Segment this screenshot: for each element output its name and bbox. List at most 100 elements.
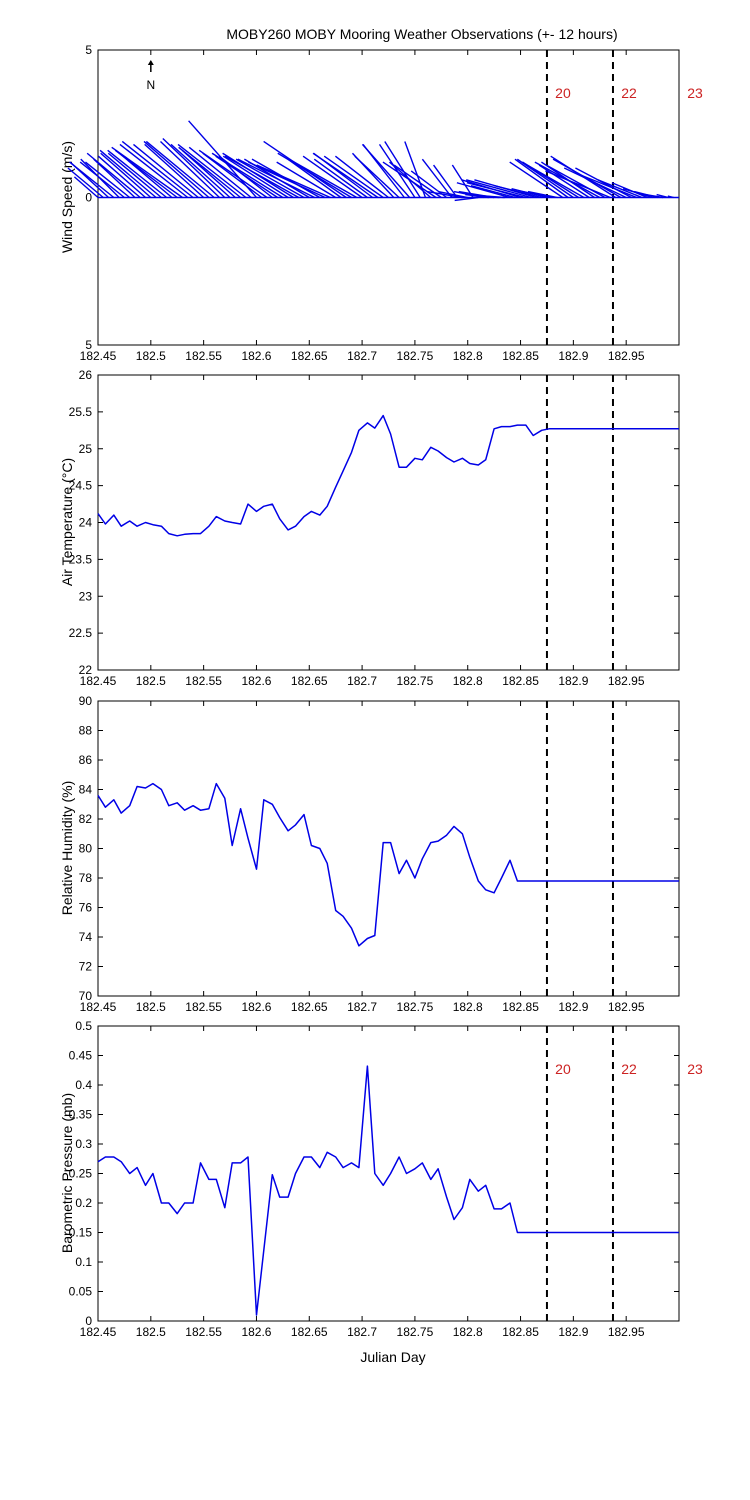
- north-arrow-head-icon: [147, 60, 154, 65]
- data-series-line: [97, 1065, 679, 1316]
- y-tick-label: 24.5: [69, 479, 93, 493]
- wind-vector: [202, 152, 263, 199]
- wind-vector: [302, 155, 363, 199]
- x-tick-label: 182.6: [241, 674, 271, 688]
- x-tick-label: 182.65: [291, 349, 328, 363]
- wind-vector: [456, 182, 511, 199]
- wind-vector: [177, 143, 247, 199]
- wind-vector: [451, 164, 474, 198]
- x-tick-label: 182.9: [558, 1000, 588, 1014]
- x-tick-label: 182.95: [608, 674, 645, 688]
- event-marker-label: 22: [621, 85, 637, 101]
- y-tick-label: 76: [79, 901, 93, 915]
- x-tick-label: 182.55: [185, 674, 222, 688]
- y-tick-label: 86: [79, 753, 93, 767]
- wind-vector: [170, 143, 231, 199]
- wind-vector: [198, 149, 268, 199]
- x-tick-label: 182.75: [397, 349, 434, 363]
- x-tick-label: 182.45: [80, 674, 117, 688]
- wind-vector: [100, 152, 152, 199]
- wind-vector: [334, 155, 389, 199]
- data-series-line: [97, 782, 679, 947]
- y-tick-label: 80: [79, 842, 93, 856]
- wind-vector: [454, 196, 479, 202]
- x-tick-label: 182.55: [185, 1000, 222, 1014]
- x-tick-label: 182.5: [136, 1325, 166, 1339]
- wind-vector: [188, 146, 252, 199]
- wind-vector: [114, 149, 178, 199]
- wind-vector: [509, 161, 564, 199]
- x-tick-label: 182.5: [136, 674, 166, 688]
- x-tick-label: 182.6: [241, 1000, 271, 1014]
- y-tick-label: 0.2: [75, 1196, 92, 1210]
- wind-vector: [86, 152, 141, 199]
- x-tick-label: 182.45: [80, 349, 117, 363]
- wind-vector: [438, 190, 468, 199]
- wind-vector: [597, 179, 643, 199]
- x-tick-label: 182.85: [502, 674, 539, 688]
- x-tick-label: 182.8: [453, 674, 483, 688]
- wind-vector: [527, 190, 558, 199]
- north-label: N: [146, 78, 155, 92]
- wind-vector: [73, 176, 99, 199]
- wind-vector: [121, 140, 194, 199]
- y-tick-label: 26: [79, 368, 93, 382]
- x-tick-label: 182.65: [291, 674, 328, 688]
- wind-vector: [656, 193, 669, 199]
- y-tick-label: 82: [79, 812, 93, 826]
- event-marker-label: 20: [555, 1061, 571, 1077]
- chart-panel-3: 182.45 182.5 182.55 182.6 182.65 182.7 182.75 1…: [59, 694, 680, 1014]
- y-tick-label: 0.5: [75, 1019, 92, 1033]
- wind-vector: [111, 146, 183, 199]
- x-tick-label: 182.45: [80, 1325, 117, 1339]
- y-axis-label: Air Temperature (°C): [59, 458, 75, 586]
- wind-vector: [354, 155, 400, 199]
- y-tick-label: 0: [85, 191, 92, 205]
- x-tick-label: 182.85: [502, 1000, 539, 1014]
- x-tick-label: 182.75: [397, 1000, 434, 1014]
- wind-vector: [522, 190, 553, 199]
- wind-vector: [521, 161, 585, 199]
- wind-vector: [237, 158, 315, 199]
- wind-vector: [545, 164, 606, 199]
- y-tick-label: 0.05: [69, 1285, 93, 1299]
- y-tick-label: 74: [79, 930, 93, 944]
- wind-vector: [563, 167, 627, 199]
- y-tick-label: 23.5: [69, 552, 93, 566]
- y-tick-label: 24: [79, 516, 93, 530]
- figure-title: MOBY260 MOBY Mooring Weather Observation…: [226, 26, 617, 42]
- x-tick-label: 182.75: [397, 1325, 434, 1339]
- y-tick-label: 0.35: [69, 1108, 93, 1122]
- wind-vector: [69, 161, 115, 199]
- x-tick-label: 182.8: [453, 1000, 483, 1014]
- event-marker-label: 23: [687, 1061, 703, 1077]
- x-tick-label: 182.75: [397, 674, 434, 688]
- x-tick-label: 182.95: [608, 1000, 645, 1014]
- x-tick-label: 182.6: [241, 1325, 271, 1339]
- chart-panels: 182.45 182.5 182.55 182.6 182.65 182.7 182.75 1…: [59, 43, 703, 1339]
- y-tick-label: 22: [79, 663, 93, 677]
- wind-vector: [361, 143, 411, 198]
- wind-vector: [466, 182, 526, 199]
- x-tick-label: 182.9: [558, 349, 588, 363]
- y-axis-label: Barometric Pressure (mb): [59, 1093, 75, 1253]
- wind-vector: [667, 195, 674, 199]
- wind-vector: [119, 143, 189, 199]
- wind-vector: [384, 141, 421, 198]
- wind-vector: [107, 152, 162, 199]
- x-tick-label: 182.5: [136, 1000, 166, 1014]
- x-tick-label: 182.65: [291, 1000, 328, 1014]
- x-tick-label: 182.95: [608, 349, 645, 363]
- wind-vector: [143, 140, 210, 199]
- y-tick-label: 0.15: [69, 1226, 93, 1240]
- y-tick-label: 25: [79, 442, 93, 456]
- y-tick-label: 0.4: [75, 1078, 92, 1092]
- wind-vector: [426, 190, 463, 199]
- x-tick-label: 182.5: [136, 349, 166, 363]
- wind-vector: [470, 185, 516, 199]
- wind-vector: [277, 152, 352, 199]
- wind-vector: [85, 161, 131, 199]
- x-tick-label: 182.85: [502, 1325, 539, 1339]
- wind-vector: [545, 170, 611, 199]
